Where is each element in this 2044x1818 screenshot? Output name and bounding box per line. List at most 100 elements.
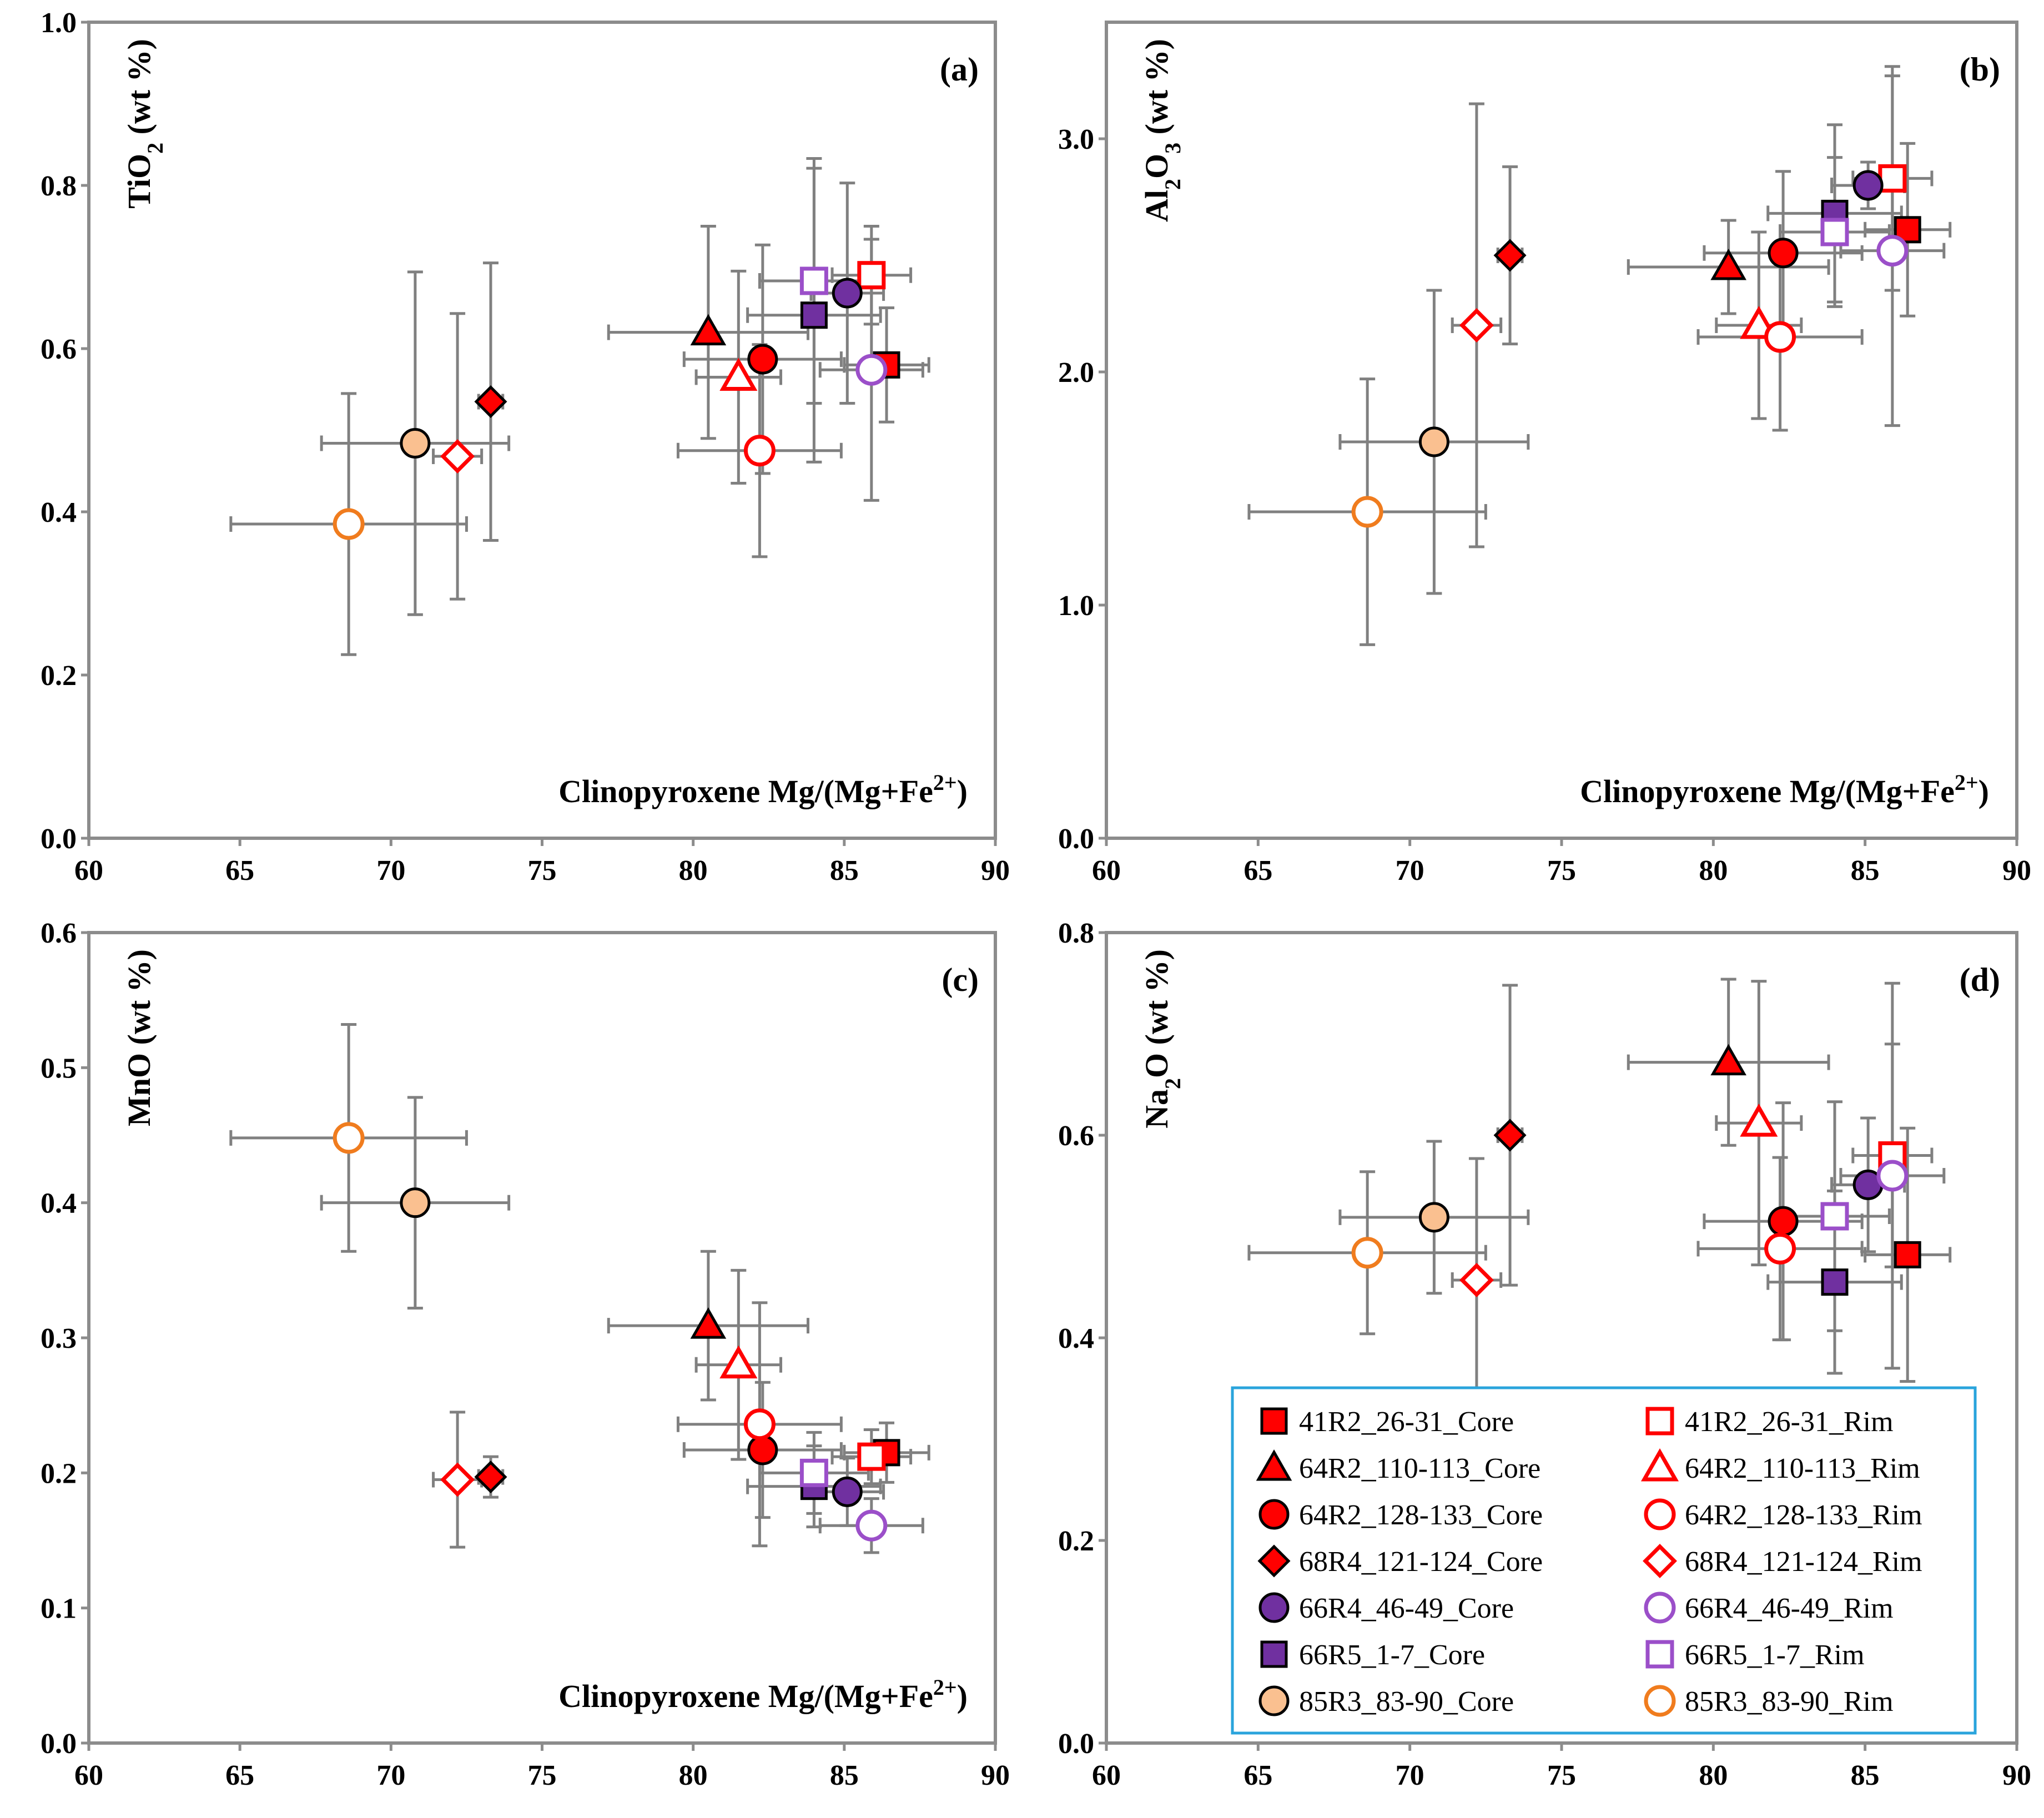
point-a-s665r (799, 266, 828, 295)
legend-label-s665r: 66R5_1-7_Rim (1685, 1639, 1865, 1671)
y-axis-label-b: Al2O3 (wt %) (1139, 39, 1185, 222)
legend-marker-s41r (1645, 1407, 1674, 1436)
y-tick-label-a-4: 0.8 (41, 170, 77, 202)
point-b-s66c (1852, 170, 1884, 201)
point-a-s41r (857, 261, 886, 290)
point-a-s665c (800, 301, 828, 329)
y-tick-label-c-3: 0.3 (41, 1323, 77, 1354)
y-tick-label-a-5: 1.0 (41, 7, 77, 39)
point-b-s68r (1459, 308, 1494, 343)
y-tick-label-a-1: 0.2 (41, 660, 77, 692)
legend-marker-s68r (1643, 1544, 1677, 1578)
y-axis-label-a: TiO2 (wt %) (121, 39, 168, 209)
y-tick-label-c-1: 0.1 (41, 1593, 77, 1625)
panel-label-d: (d) (1960, 961, 2000, 998)
points-a (333, 261, 900, 540)
panel-a: 0.0 0.2 0.4 0.6 0.8 1.0 60 65 70 75 80 85 90 TiO2 (wt… (41, 7, 1010, 887)
y-tick-label-d-1: 0.2 (1058, 1525, 1094, 1557)
point-c-s85c (400, 1187, 431, 1218)
x-tick-label-c-2: 70 (376, 1760, 405, 1791)
point-d-s68c (1493, 1119, 1527, 1152)
y-tick-label-b-3: 3.0 (1058, 124, 1094, 155)
y-tick-label-d-4: 0.8 (1058, 918, 1094, 949)
y-tick-label-a-2: 0.4 (41, 497, 77, 528)
points-b (1351, 164, 1921, 528)
legend-label-s665c: 66R5_1-7_Core (1299, 1639, 1485, 1671)
x-tick-label-a-0: 60 (74, 855, 103, 887)
point-d-s110r (1740, 1104, 1778, 1137)
point-b-s665r (1820, 218, 1849, 246)
x-tick-label-d-4: 80 (1699, 1760, 1728, 1791)
point-d-s128c (1768, 1206, 1799, 1237)
x-tick-label-d-5: 85 (1851, 1760, 1880, 1791)
panel-label-c: (c) (942, 961, 979, 998)
x-tick-label-c-5: 85 (830, 1760, 859, 1791)
y-tick-label-d-3: 0.6 (1058, 1120, 1094, 1152)
x-tick-label-b-4: 80 (1699, 855, 1728, 887)
x-tick-label-a-5: 85 (830, 855, 859, 887)
point-d-s665r (1820, 1202, 1849, 1231)
point-a-s66c (832, 278, 863, 309)
x-tick-label-c-0: 60 (74, 1760, 103, 1791)
x-tick-label-b-6: 90 (2002, 855, 2031, 887)
point-b-s66r (1876, 235, 1909, 267)
x-tick-label-d-3: 75 (1547, 1760, 1576, 1791)
x-tick-label-a-2: 70 (376, 855, 405, 887)
legend-marker-s128r (1644, 1498, 1676, 1530)
point-a-s68c (474, 385, 507, 419)
point-a-s128r (743, 435, 776, 467)
legend-marker-s66r (1644, 1592, 1676, 1624)
y-axis-label-d: Na2O (wt %) (1139, 949, 1185, 1129)
panel-c: 0.0 0.1 0.2 0.3 0.4 0.5 0.6 60 65 70 75 80 85 90 MnO (… (41, 918, 1010, 1791)
legend-label-s66r: 66R4_46-49_Rim (1685, 1593, 1894, 1624)
y-tick-label-a-0: 0.0 (41, 823, 77, 855)
legend-label-s110c: 64R2_110-113_Core (1299, 1453, 1540, 1484)
panel-b: 0.0 1.0 2.0 3.0 60 65 70 75 80 85 90 Al2O3 (wt %) (b… (1058, 21, 2031, 887)
point-a-s66r (855, 354, 888, 386)
point-d-s128r (1764, 1232, 1796, 1265)
x-tick-label-c-1: 65 (225, 1760, 254, 1791)
legend: 41R2_26-31_Core 41R2_26-31_Rim 64R2_110-11… (1231, 1386, 1977, 1735)
point-d-s110c (1710, 1044, 1746, 1076)
x-tick-label-b-5: 85 (1851, 855, 1880, 887)
legend-marker-s66c (1258, 1592, 1290, 1623)
point-a-s110c (690, 314, 727, 346)
point-d-s66r (1876, 1160, 1909, 1192)
panel-label-b: (b) (1960, 51, 2000, 88)
legend-label-s128c: 64R2_128-133_Core (1299, 1499, 1543, 1531)
y-tick-label-b-2: 2.0 (1058, 357, 1094, 389)
point-a-s68r (440, 439, 475, 474)
point-b-s110c (1710, 248, 1746, 280)
point-c-s68r (440, 1462, 475, 1497)
legend-label-s68c: 68R4_121-124_Core (1299, 1546, 1543, 1578)
panel-label-a: (a) (940, 51, 979, 88)
point-d-s665c (1821, 1268, 1849, 1296)
y-axis-label-c: MnO (wt %) (121, 949, 157, 1126)
x-tick-label-a-6: 90 (981, 855, 1010, 887)
legend-label-s85c: 85R3_83-90_Core (1299, 1686, 1514, 1718)
point-c-s66c (832, 1476, 863, 1507)
point-d-s85r (1351, 1237, 1383, 1269)
point-a-s110r (719, 357, 758, 391)
x-tick-label-c-3: 75 (528, 1760, 557, 1791)
y-tick-label-c-5: 0.5 (41, 1052, 77, 1084)
x-tick-label-a-1: 65 (225, 855, 254, 887)
y-tick-label-c-4: 0.4 (41, 1188, 77, 1220)
point-c-s85r (333, 1122, 365, 1154)
point-b-s85c (1418, 426, 1449, 457)
legend-label-s66c: 66R4_46-49_Core (1299, 1593, 1514, 1624)
x-tick-label-a-3: 75 (528, 855, 557, 887)
point-d-s68r (1459, 1263, 1494, 1297)
legend-marker-s665r (1645, 1640, 1674, 1669)
x-tick-label-d-0: 60 (1092, 1760, 1121, 1791)
x-tick-label-d-1: 65 (1243, 1760, 1272, 1791)
legend-marker-s68c (1257, 1544, 1291, 1578)
y-tick-label-b-1: 1.0 (1058, 590, 1094, 622)
plot-area-b (1105, 21, 2018, 840)
y-tick-label-b-0: 0.0 (1058, 823, 1094, 855)
legend-label-s85r: 85R3_83-90_Rim (1685, 1686, 1894, 1718)
point-a-s128c (747, 344, 778, 375)
x-tick-label-d-6: 90 (2002, 1760, 2031, 1791)
x-tick-label-a-4: 80 (679, 855, 708, 887)
